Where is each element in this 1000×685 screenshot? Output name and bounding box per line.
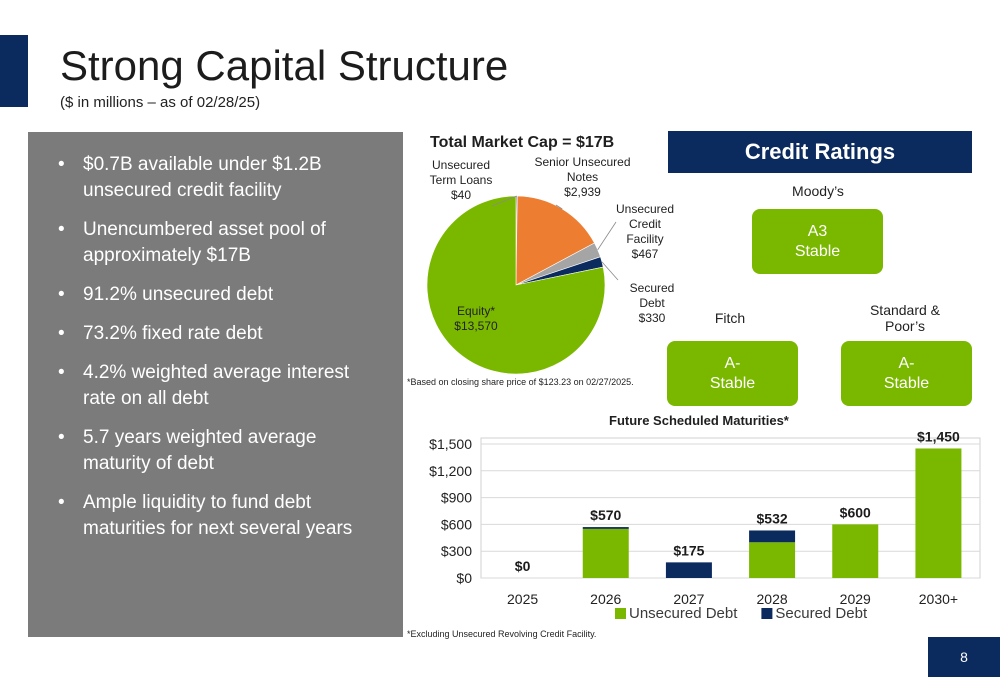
- maturities-bar-chart: $0 $300 $600 $900 $1,200 $1,500 $0 2025 $570 2026…: [429, 428, 981, 622]
- bar-total-label: $1,450: [917, 428, 960, 444]
- x-tick-label: 2030+: [919, 591, 958, 607]
- page-title: Strong Capital Structure: [60, 42, 509, 89]
- rating-value: A3: [807, 222, 828, 240]
- y-tick-label: $900: [441, 490, 472, 506]
- bar-segment: [832, 524, 879, 578]
- pie-label-term-loans: Unsecured Term Loans $40: [429, 158, 493, 202]
- bullet-item: $0.7B available under $1.2B unsecured cr…: [58, 152, 378, 204]
- pie-leader-line: [597, 221, 617, 250]
- page-number: 8: [928, 637, 1000, 677]
- rating-value: A-: [724, 354, 741, 372]
- rating-outlook: Stable: [794, 242, 841, 260]
- bar-segment: [915, 448, 962, 578]
- x-tick-label: 2026: [590, 591, 621, 607]
- page-subtitle: ($ in millions – as of 02/28/25): [60, 94, 261, 111]
- legend-label: Secured Debt: [775, 605, 868, 622]
- bar-chart-title: Future Scheduled Maturities*: [609, 413, 789, 428]
- pie-leader-line: [491, 195, 517, 207]
- bullet-item: 4.2% weighted average interest rate on a…: [58, 360, 378, 412]
- bar-total-label: $600: [840, 504, 871, 520]
- bullet-item: Ample liquidity to fund debt maturities …: [58, 490, 378, 542]
- bar-total-label: $532: [757, 510, 788, 526]
- credit-ratings-header: Credit Ratings: [668, 131, 972, 173]
- sp-rating-box: A- Stable: [841, 341, 972, 406]
- bullet-item: 5.7 years weighted average maturity of d…: [58, 425, 378, 477]
- bar-segment: [582, 528, 629, 578]
- bar-segment: [749, 530, 796, 543]
- bullet-item: 91.2% unsecured debt: [58, 282, 378, 308]
- rating-outlook: Stable: [709, 374, 756, 392]
- legend-swatch: [615, 608, 626, 619]
- pie-slice: [515, 195, 595, 286]
- moodys-label: Moody’s: [792, 183, 844, 199]
- y-tick-label: $600: [441, 516, 472, 532]
- y-tick-label: $1,200: [429, 463, 472, 479]
- pie-chart-title: Total Market Cap = $17B: [430, 134, 615, 151]
- rating-outlook: Stable: [883, 374, 930, 392]
- key-facts-list: $0.7B available under $1.2B unsecured cr…: [58, 152, 378, 555]
- market-cap-pie-chart: [426, 195, 619, 375]
- bullet-item: Unencumbered asset pool of approximately…: [58, 217, 378, 269]
- sp-label: Standard & Poor’s: [869, 302, 941, 334]
- legend-label: Unsecured Debt: [629, 605, 738, 622]
- y-tick-label: $0: [456, 570, 472, 586]
- fitch-rating-box: A- Stable: [667, 341, 798, 406]
- bar-segment: [582, 527, 629, 529]
- bar-segment: [749, 542, 796, 578]
- fitch-label: Fitch: [714, 310, 746, 326]
- bar-footnote: *Excluding Unsecured Revolving Credit Fa…: [407, 629, 597, 639]
- bar-total-label: $175: [673, 542, 704, 558]
- plot-frame: [480, 437, 981, 579]
- legend-swatch: [761, 608, 773, 619]
- x-tick-label: 2027: [673, 591, 704, 607]
- pie-label-secured-debt: Secured Debt $330: [629, 281, 675, 325]
- pie-leader-line: [555, 204, 563, 210]
- x-tick-label: 2025: [507, 591, 538, 607]
- bullet-item: 73.2% fixed rate debt: [58, 321, 378, 347]
- pie-footnote: *Based on closing share price of $123.23…: [407, 377, 634, 387]
- y-tick-label: $300: [441, 543, 472, 559]
- y-tick-label: $1,500: [429, 436, 472, 452]
- pie-slice: [426, 195, 606, 375]
- pie-label-equity: Equity* $13,570: [454, 304, 498, 333]
- x-tick-label: 2029: [840, 591, 871, 607]
- key-facts-panel: $0.7B available under $1.2B unsecured cr…: [28, 132, 403, 637]
- moodys-rating-box: A3 Stable: [752, 209, 883, 274]
- pie-label-credit-facility: Unsecured Credit Facility $467: [615, 202, 675, 261]
- bar-total-label: $0: [515, 558, 531, 574]
- bar-segment: [665, 562, 712, 578]
- pie-label-senior-notes: Senior Unsecured Notes $2,939: [534, 155, 631, 199]
- bar-total-label: $570: [590, 507, 621, 523]
- rating-value: A-: [898, 354, 915, 372]
- x-tick-label: 2028: [757, 591, 788, 607]
- accent-bar: [0, 35, 28, 107]
- pie-leader-line: [601, 261, 619, 281]
